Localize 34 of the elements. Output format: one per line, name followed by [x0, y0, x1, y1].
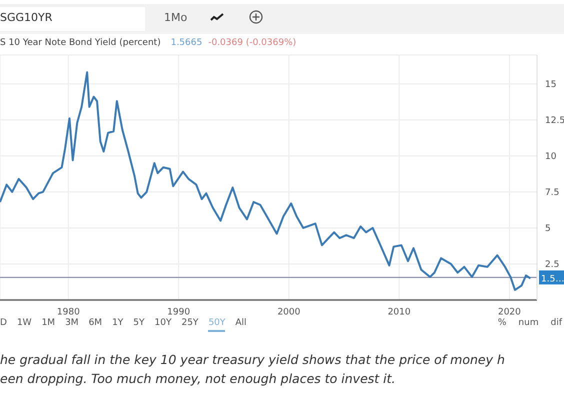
- text: 25Y: [181, 318, 198, 330]
- text: 1M: [42, 318, 56, 330]
- y-tick-label: 15: [545, 80, 556, 90]
- y-tick-label: 7.5: [545, 188, 560, 198]
- text: 50Y: [208, 318, 226, 332]
- text: 10Y: [154, 318, 172, 330]
- x-tick-label: 2020: [498, 307, 522, 318]
- text: 1Mo: [164, 11, 188, 24]
- text: num: [518, 318, 539, 328]
- line-series: [0, 71, 532, 291]
- text: 5Y: [133, 318, 145, 330]
- x-tick-label: 1990: [167, 307, 190, 318]
- y-tick-label: 2.5: [545, 260, 560, 270]
- text: he gradual fall in the key 10 year treasury yield shows that the price of money h: [0, 351, 505, 369]
- text: All: [235, 318, 247, 330]
- chart-title: S 10 Year Note Bond Yield (percent): [0, 38, 161, 48]
- y-tick-label: 5: [545, 224, 551, 234]
- text: dif: [550, 318, 562, 328]
- text: 6M: [88, 318, 102, 330]
- text: 1W: [16, 318, 32, 330]
- x-tick-label: 2010: [388, 307, 411, 318]
- y-tick-label: 10: [545, 152, 557, 162]
- text: -0.0369 (-0.0369%): [208, 38, 296, 48]
- text: SGG10YR: [0, 11, 52, 24]
- text: D: [0, 318, 7, 330]
- text: 1Y: [112, 318, 124, 330]
- text: 3M: [65, 318, 79, 330]
- text: een dropping. Too much money, not enough places to invest it.: [0, 370, 396, 388]
- text: %: [498, 318, 506, 328]
- ref-line-label: 1.5…: [541, 274, 564, 284]
- x-tick-label: 1980: [56, 307, 80, 318]
- text: 1.5665: [170, 38, 202, 48]
- x-tick-label: 2000: [277, 307, 301, 318]
- y-tick-label: 12.5: [545, 116, 564, 126]
